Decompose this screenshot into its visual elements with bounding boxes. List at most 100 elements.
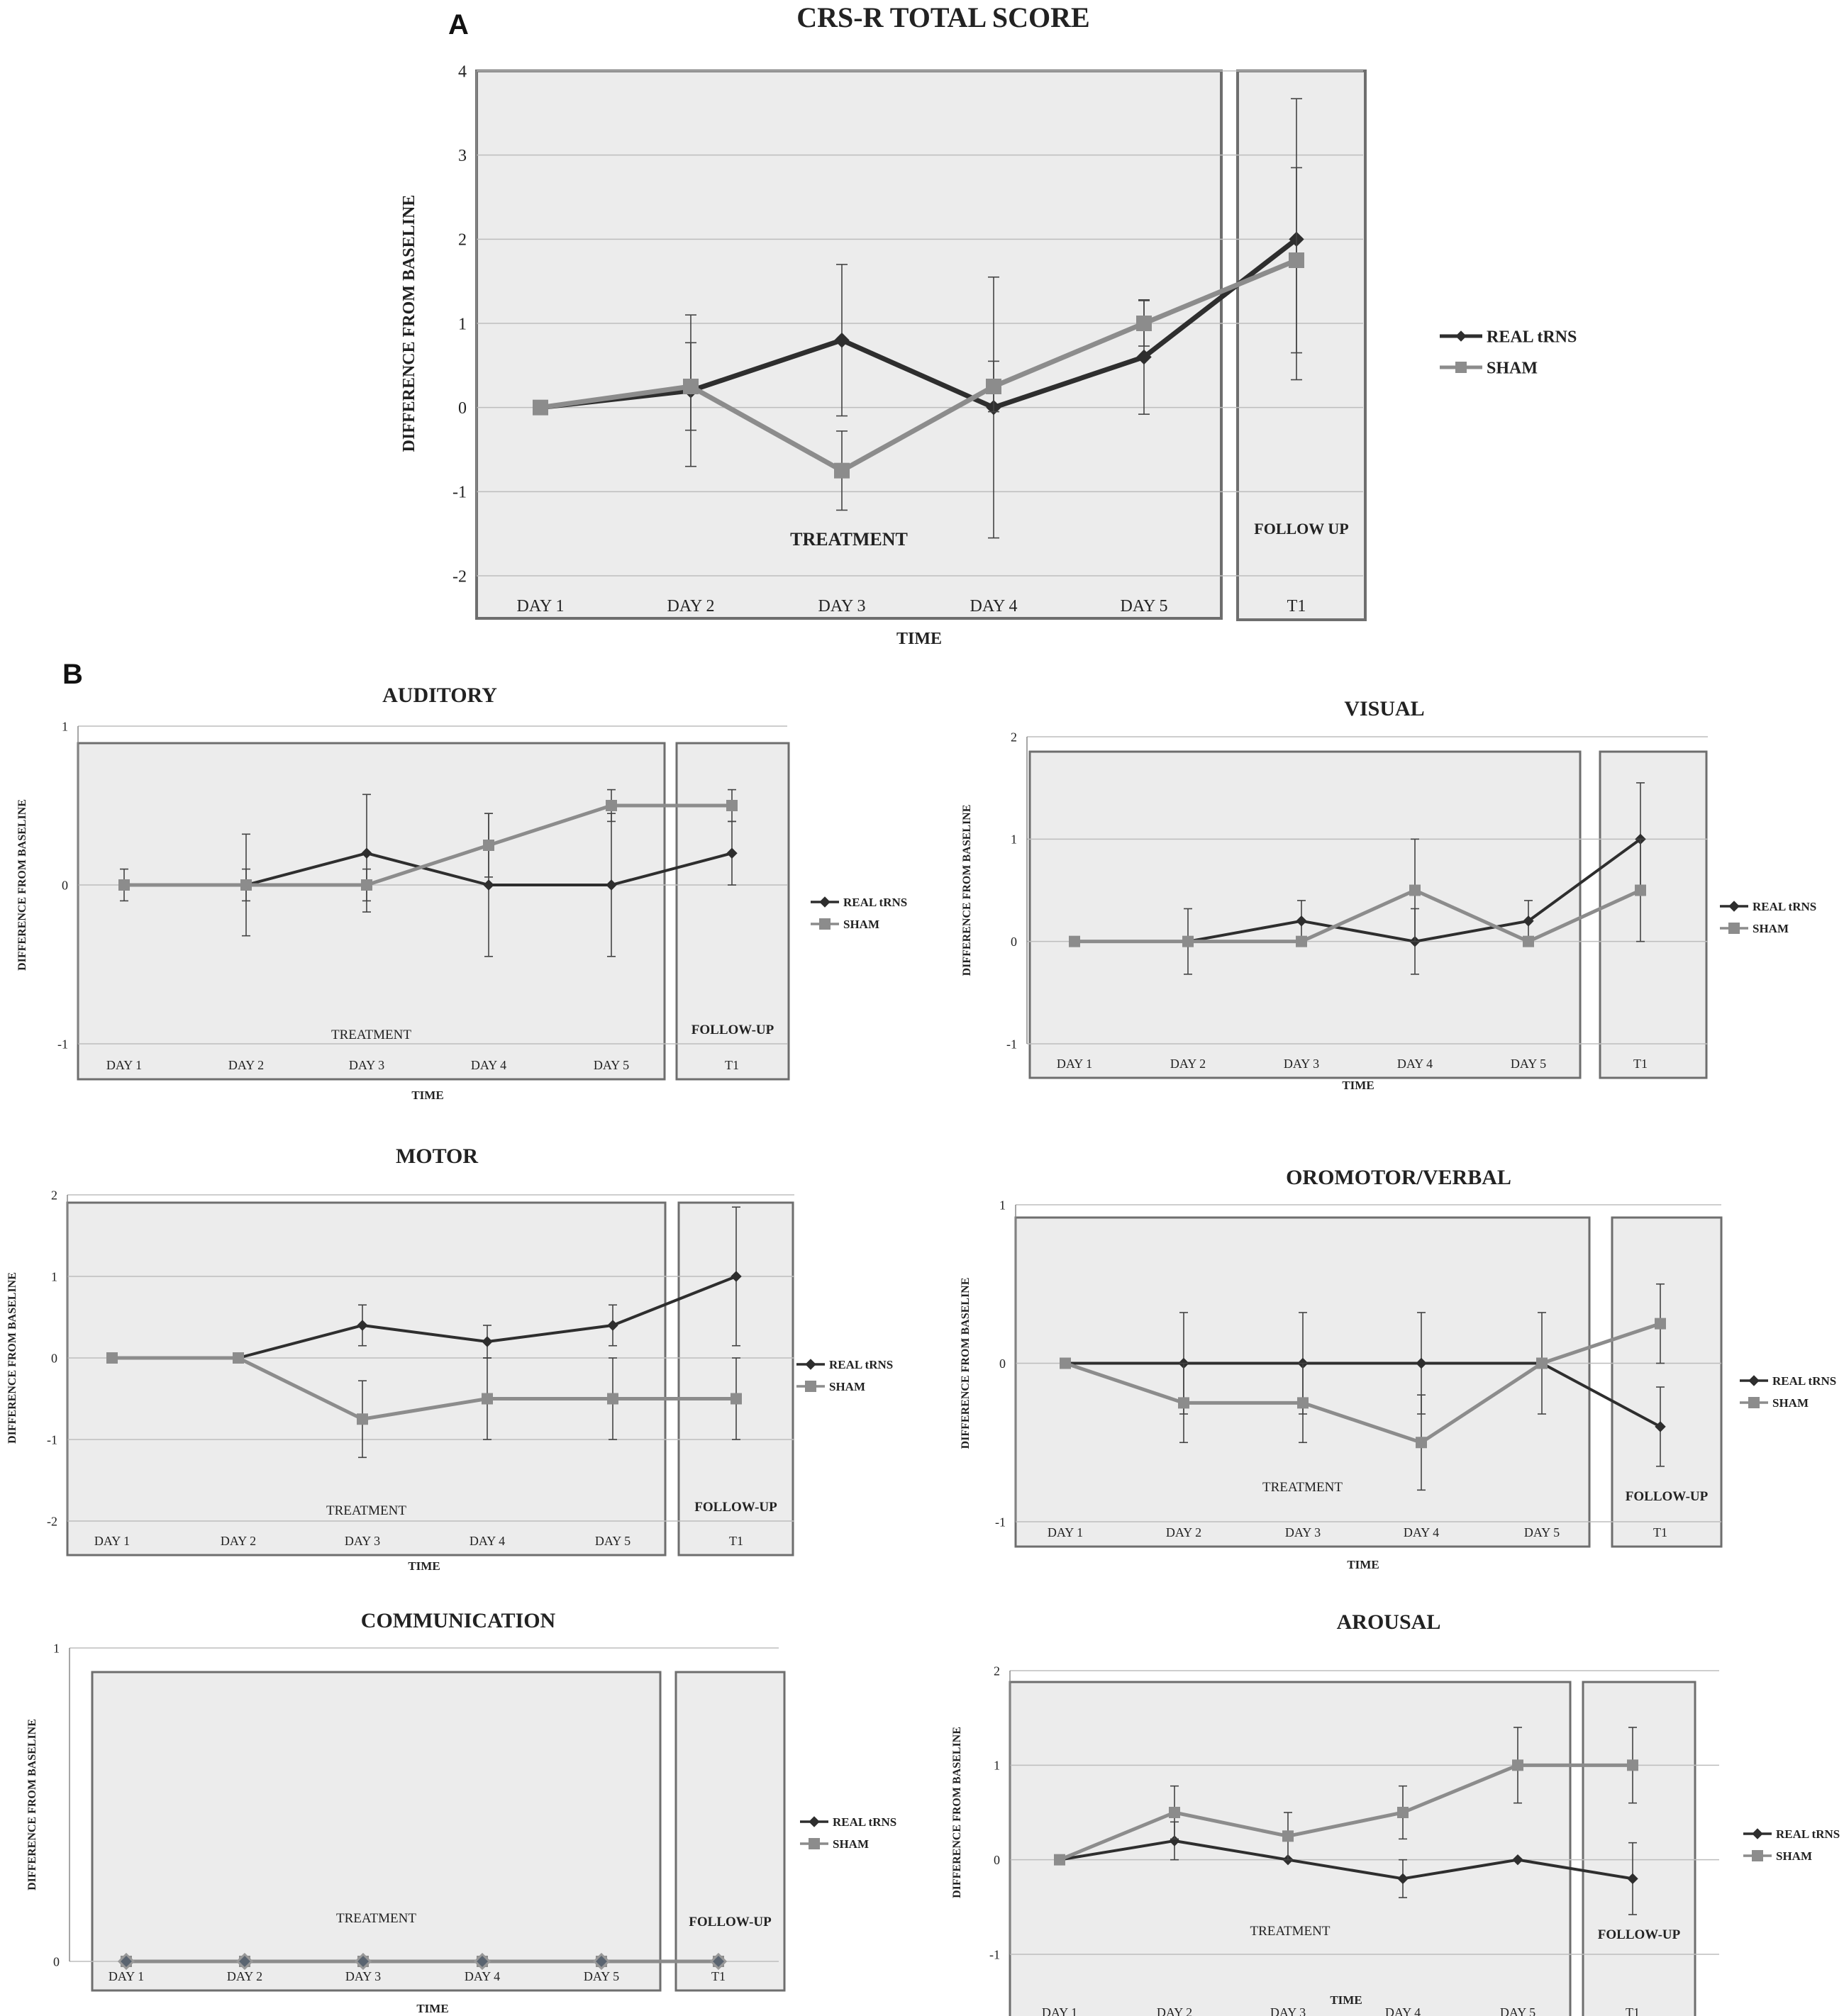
chart-arousal: -1 0 1 2 AROUSAL DAY 1 DAY 2 DAY 3 DAY 4 DAY 5 T1 T…	[951, 1610, 1840, 2016]
data-point	[361, 847, 372, 859]
x-axis-label: TIME	[896, 630, 942, 648]
legend-label: SHAM	[843, 918, 879, 931]
x-tick-label: T1	[1653, 1525, 1667, 1539]
x-tick-label: DAY 5	[595, 1534, 631, 1548]
follow-up-region	[1599, 750, 1708, 1079]
treatment-label: TREATMENT	[1250, 1924, 1331, 1939]
x-tick-label: DAY 5	[1500, 2005, 1535, 2016]
data-point	[1282, 1830, 1294, 1842]
x-tick-label: DAY 1	[517, 597, 565, 616]
legend-label: SHAM	[833, 1837, 869, 1851]
treatment-label: TREATMENT	[336, 1911, 416, 1926]
data-point	[235, 1952, 254, 1971]
data-point	[834, 462, 850, 479]
y-tick-label: 1	[1011, 832, 1017, 847]
y-axis-label: DIFFERENCE FROM BASELINE	[951, 1727, 963, 1898]
x-tick-label: DAY 5	[1511, 1057, 1546, 1071]
legend-marker	[1752, 1828, 1763, 1839]
panel-a-letter: A	[448, 9, 469, 40]
y-tick-label: -1	[452, 484, 467, 502]
y-tick-label: 1	[458, 315, 467, 333]
legend-label: SHAM	[1772, 1396, 1809, 1410]
y-axis-label: DIFFERENCE FROM BASELINE	[400, 195, 418, 452]
data-point	[1296, 915, 1307, 927]
x-tick-label: DAY 4	[970, 597, 1018, 616]
data-point	[1296, 935, 1307, 947]
data-point	[1512, 1759, 1523, 1771]
chart-motor: -2 -1 0 1 2 MOTOR DAY 1 DAY 2 DAY 3 DAY 4 DAY 5 T1 T…	[6, 1145, 893, 1573]
y-axis-label: DIFFERENCE FROM BASELINE	[26, 1719, 38, 1890]
data-point	[483, 840, 494, 851]
data-point	[233, 1352, 244, 1364]
x-tick-label: DAY 2	[227, 1969, 262, 1983]
series-sham	[1054, 1727, 1638, 1866]
y-tick-label: -1	[57, 1037, 68, 1051]
y-tick-label: 0	[994, 1853, 1000, 1867]
series-sham	[118, 789, 738, 902]
series-line	[1065, 1361, 1661, 1428]
x-tick-label: DAY 2	[221, 1534, 256, 1548]
chart-visual: -1 0 1 2 VISUAL DAY 1 DAY 2 DAY 3 DAY 4 DAY 5 T1 TI…	[961, 697, 1816, 1092]
treatment-region	[1009, 1681, 1572, 2016]
data-point	[482, 1393, 493, 1405]
data-point	[1397, 1873, 1409, 1885]
chart-title: OROMOTOR/VERBAL	[1286, 1166, 1511, 1189]
y-tick-label: -1	[47, 1432, 57, 1447]
y-tick-label: -1	[995, 1515, 1006, 1529]
x-axis-label: TIME	[408, 1559, 440, 1573]
legend-label: SHAM	[1753, 922, 1789, 935]
y-axis-label: DIFFERENCE FROM BASELINE	[961, 805, 973, 976]
legend-label: REAL tRNS	[1772, 1374, 1836, 1388]
series-line	[1074, 889, 1642, 944]
legend-marker	[1455, 330, 1467, 342]
data-point	[986, 379, 1001, 394]
data-point	[1178, 1397, 1189, 1409]
chart-title: MOTOR	[396, 1145, 478, 1168]
treatment-region	[77, 742, 666, 1081]
data-point	[357, 1413, 368, 1425]
treatment-label: TREATMENT	[790, 529, 908, 550]
series-real-trns	[1054, 1821, 1638, 1915]
data-point	[1069, 935, 1080, 947]
chart-title: COMMUNICATION	[361, 1609, 556, 1632]
legend-marker	[1455, 362, 1467, 373]
x-axis-label: TIME	[1347, 1558, 1379, 1571]
data-point	[1635, 884, 1646, 896]
data-point	[607, 1393, 618, 1405]
x-axis-label: TIME	[411, 1088, 443, 1102]
follow-up-region	[1611, 1216, 1723, 1548]
legend-marker	[1748, 1375, 1760, 1386]
x-tick-label: DAY 3	[1285, 1525, 1321, 1539]
legend-label: REAL tRNS	[1487, 328, 1577, 346]
y-tick-label: -2	[452, 567, 467, 586]
x-tick-label: DAY 4	[1385, 2005, 1421, 2016]
legend: REAL tRNS SHAM	[1720, 900, 1816, 935]
data-point	[606, 800, 617, 811]
series-sham	[1069, 838, 1646, 947]
x-tick-label: DAY 3	[1284, 1057, 1319, 1071]
x-tick-label: DAY 5	[594, 1058, 629, 1072]
y-tick-label: 2	[458, 231, 467, 250]
legend-marker	[819, 896, 831, 908]
series-line	[1065, 1322, 1661, 1444]
legend-label: REAL tRNS	[829, 1358, 893, 1371]
legend: REAL tRNS SHAM	[800, 1815, 896, 1851]
follow-up-label: FOLLOW-UP	[1598, 1927, 1681, 1942]
x-tick-label: DAY 2	[1157, 2005, 1192, 2016]
chart-title: VISUAL	[1344, 697, 1424, 720]
data-point	[834, 333, 850, 348]
x-tick-label: T1	[1626, 2005, 1640, 2016]
x-tick-label: DAY 1	[1048, 1525, 1083, 1539]
data-point	[482, 1336, 493, 1347]
treatment-label: TREATMENT	[326, 1503, 406, 1518]
data-point	[357, 1320, 368, 1331]
y-tick-label: 2	[994, 1664, 1000, 1678]
data-point	[731, 1271, 742, 1282]
data-point	[1523, 915, 1534, 927]
y-tick-label: 0	[51, 1351, 57, 1365]
legend: REAL tRNS SHAM	[1740, 1374, 1836, 1410]
legend-label: REAL tRNS	[1753, 900, 1816, 913]
data-point	[1655, 1318, 1666, 1330]
data-point	[726, 847, 738, 859]
data-point	[1397, 1807, 1409, 1818]
